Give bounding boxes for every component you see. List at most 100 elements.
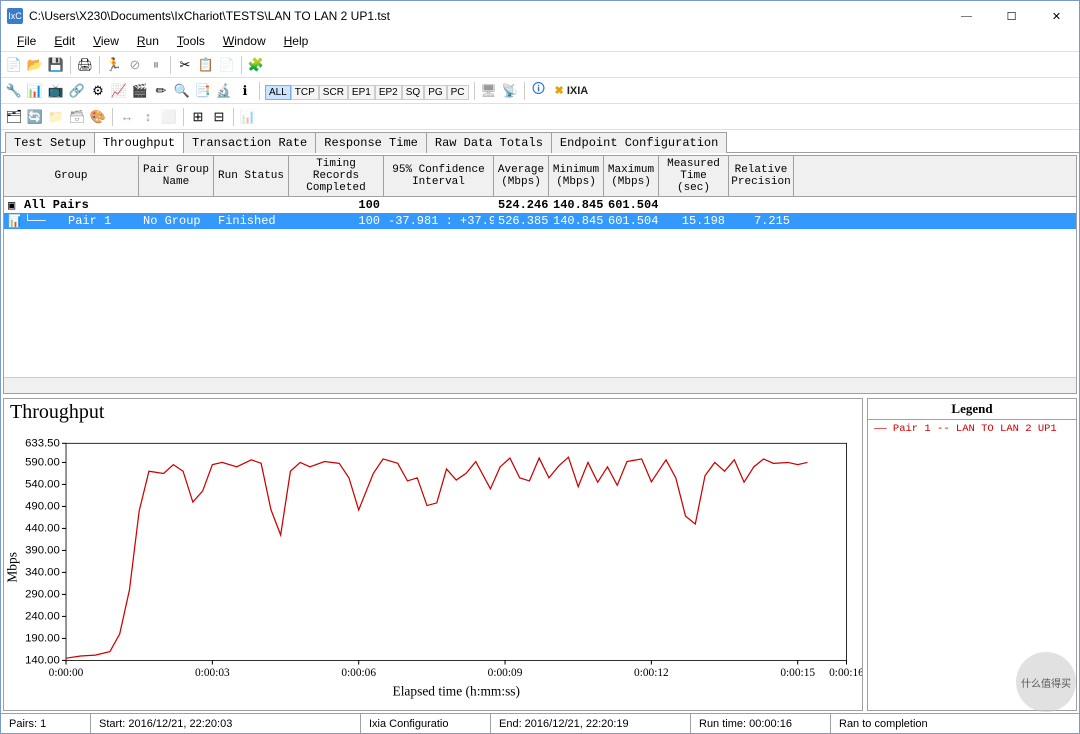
puzzle-icon[interactable]: 🧩 (247, 56, 265, 74)
tb2-h-icon[interactable]: ✏ (152, 82, 170, 100)
col-header[interactable]: Average(Mbps) (494, 156, 549, 196)
filter-scr[interactable]: SCR (319, 85, 348, 100)
svg-text:190.00: 190.00 (25, 633, 60, 645)
svg-text:140.00: 140.00 (25, 655, 60, 667)
filter-all[interactable]: ALL (265, 85, 291, 100)
menu-bar: File Edit View Run Tools Window Help (1, 31, 1079, 52)
svg-text:440.00: 440.00 (25, 523, 60, 535)
tb3-h-icon[interactable]: ⬜ (160, 108, 178, 126)
tab-throughput[interactable]: Throughput (94, 132, 184, 153)
tb2-m-icon[interactable]: 🖥 (480, 82, 498, 100)
tb3-g-icon[interactable]: ↕ (139, 108, 157, 126)
new-icon[interactable]: 📄 (5, 56, 23, 74)
col-header[interactable]: Maximum(Mbps) (604, 156, 659, 196)
menu-run[interactable]: Run (129, 32, 167, 50)
tb3-j-icon[interactable]: ⊟ (210, 108, 228, 126)
info-icon[interactable]: 🛈 (530, 82, 548, 100)
tb3-k-icon[interactable]: 📊 (239, 108, 257, 126)
table-row[interactable]: 📊 └── Pair 1 No Group Finished 100 -37.9… (4, 213, 1076, 229)
tb2-g-icon[interactable]: 🎬 (131, 82, 149, 100)
minimize-button[interactable]: — (944, 1, 989, 31)
h-scrollbar[interactable] (4, 377, 1076, 393)
save-icon[interactable]: 💾 (47, 56, 65, 74)
status-config: Ixia Configuratio (361, 714, 491, 733)
tb3-e-icon[interactable]: 🎨 (89, 108, 107, 126)
table-body[interactable]: ▣ All Pairs 100 524.246 140.845 601.504 … (4, 197, 1076, 377)
tb3-i-icon[interactable]: ⊞ (189, 108, 207, 126)
open-icon[interactable]: 📂 (26, 56, 44, 74)
menu-window[interactable]: Window (215, 32, 274, 50)
tb2-b-icon[interactable]: 📊 (26, 82, 44, 100)
tab-transaction-rate[interactable]: Transaction Rate (183, 132, 316, 153)
menu-view[interactable]: View (85, 32, 127, 50)
tb3-b-icon[interactable]: 🔄 (26, 108, 44, 126)
tb2-e-icon[interactable]: ⚙ (89, 82, 107, 100)
filter-sq[interactable]: SQ (402, 85, 424, 100)
toolbar-3: 🗂 🔄 📁 🗃 🎨 ↔ ↕ ⬜ ⊞ ⊟ 📊 (1, 104, 1079, 130)
filter-pg[interactable]: PG (424, 85, 446, 100)
tab-response-time[interactable]: Response Time (315, 132, 427, 153)
tb3-a-icon[interactable]: 🗂 (5, 108, 23, 126)
svg-text:Elapsed time (h:mm:ss): Elapsed time (h:mm:ss) (393, 684, 521, 699)
maximize-button[interactable]: ☐ (989, 1, 1034, 31)
tb2-k-icon[interactable]: 🔬 (215, 82, 233, 100)
tb2-a-icon[interactable]: 🔧 (5, 82, 23, 100)
menu-help[interactable]: Help (276, 32, 317, 50)
tb2-d-icon[interactable]: 🔗 (68, 82, 86, 100)
copy-icon[interactable]: 📋 (197, 56, 215, 74)
svg-text:240.00: 240.00 (25, 611, 60, 623)
tb2-i-icon[interactable]: 🔍 (173, 82, 191, 100)
stop-icon[interactable]: ⊘ (126, 56, 144, 74)
legend-title: Legend (868, 399, 1076, 420)
svg-text:633.50: 633.50 (25, 438, 60, 450)
status-pairs: Pairs: 1 (1, 714, 91, 733)
close-button[interactable]: ✕ (1034, 1, 1079, 31)
tb3-d-icon[interactable]: 🗃 (68, 108, 86, 126)
filter-ep1[interactable]: EP1 (348, 85, 375, 100)
col-header[interactable]: Pair GroupName (139, 156, 214, 196)
toolbar-2: 🔧 📊 📺 🔗 ⚙ 📈 🎬 ✏ 🔍 📑 🔬 ℹ ALLTCPSCREP1EP2S… (1, 78, 1079, 104)
pause-icon[interactable]: ⏸ (147, 56, 165, 74)
summary-row[interactable]: ▣ All Pairs 100 524.246 140.845 601.504 (4, 197, 1076, 213)
chart-pane: Throughput 140.00190.00240.00290.00340.0… (3, 398, 863, 711)
col-header[interactable]: MeasuredTime (sec) (659, 156, 729, 196)
tb2-f-icon[interactable]: 📈 (110, 82, 128, 100)
print-icon[interactable]: 🖨 (76, 56, 94, 74)
menu-file[interactable]: File (9, 32, 44, 50)
tb2-l-icon[interactable]: ℹ (236, 82, 254, 100)
tb2-n-icon[interactable]: 📡 (501, 82, 519, 100)
status-start: Start: 2016/12/21, 22:20:03 (91, 714, 361, 733)
tab-endpoint-configuration[interactable]: Endpoint Configuration (551, 132, 727, 153)
col-header[interactable]: Group (4, 156, 139, 196)
toolbar-1: 📄 📂 💾 🖨 🏃 ⊘ ⏸ ✂ 📋 📄 🧩 (1, 52, 1079, 78)
svg-text:290.00: 290.00 (25, 589, 60, 601)
app-icon: IxC (7, 8, 23, 24)
svg-text:540.00: 540.00 (25, 479, 60, 491)
col-header[interactable]: 95% ConfidenceInterval (384, 156, 494, 196)
cut-icon[interactable]: ✂ (176, 56, 194, 74)
filter-pc[interactable]: PC (447, 85, 469, 100)
legend-item: —— Pair 1 -- LAN TO LAN 2 UP1 (868, 420, 1076, 438)
col-header[interactable]: Minimum(Mbps) (549, 156, 604, 196)
tab-raw-data-totals[interactable]: Raw Data Totals (426, 132, 552, 153)
filter-ep2[interactable]: EP2 (375, 85, 402, 100)
run-icon[interactable]: 🏃 (105, 56, 123, 74)
paste-icon[interactable]: 📄 (218, 56, 236, 74)
status-end: End: 2016/12/21, 22:20:19 (491, 714, 691, 733)
tb3-f-icon[interactable]: ↔ (118, 108, 136, 126)
col-header[interactable]: Run Status (214, 156, 289, 196)
legend-pane: Legend —— Pair 1 -- LAN TO LAN 2 UP1 (867, 398, 1077, 711)
filter-tcp[interactable]: TCP (291, 85, 319, 100)
col-header[interactable]: RelativePrecision (729, 156, 794, 196)
tab-test-setup[interactable]: Test Setup (5, 132, 95, 153)
menu-edit[interactable]: Edit (46, 32, 83, 50)
tb3-c-icon[interactable]: 📁 (47, 108, 65, 126)
svg-text:390.00: 390.00 (25, 545, 60, 557)
tb2-c-icon[interactable]: 📺 (47, 82, 65, 100)
col-header[interactable]: Timing RecordsCompleted (289, 156, 384, 196)
menu-tools[interactable]: Tools (169, 32, 213, 50)
results-table: GroupPair GroupNameRun StatusTiming Reco… (3, 155, 1077, 394)
view-tabs: Test SetupThroughputTransaction RateResp… (1, 130, 1079, 153)
svg-text:Mbps: Mbps (4, 552, 19, 583)
tb2-j-icon[interactable]: 📑 (194, 82, 212, 100)
